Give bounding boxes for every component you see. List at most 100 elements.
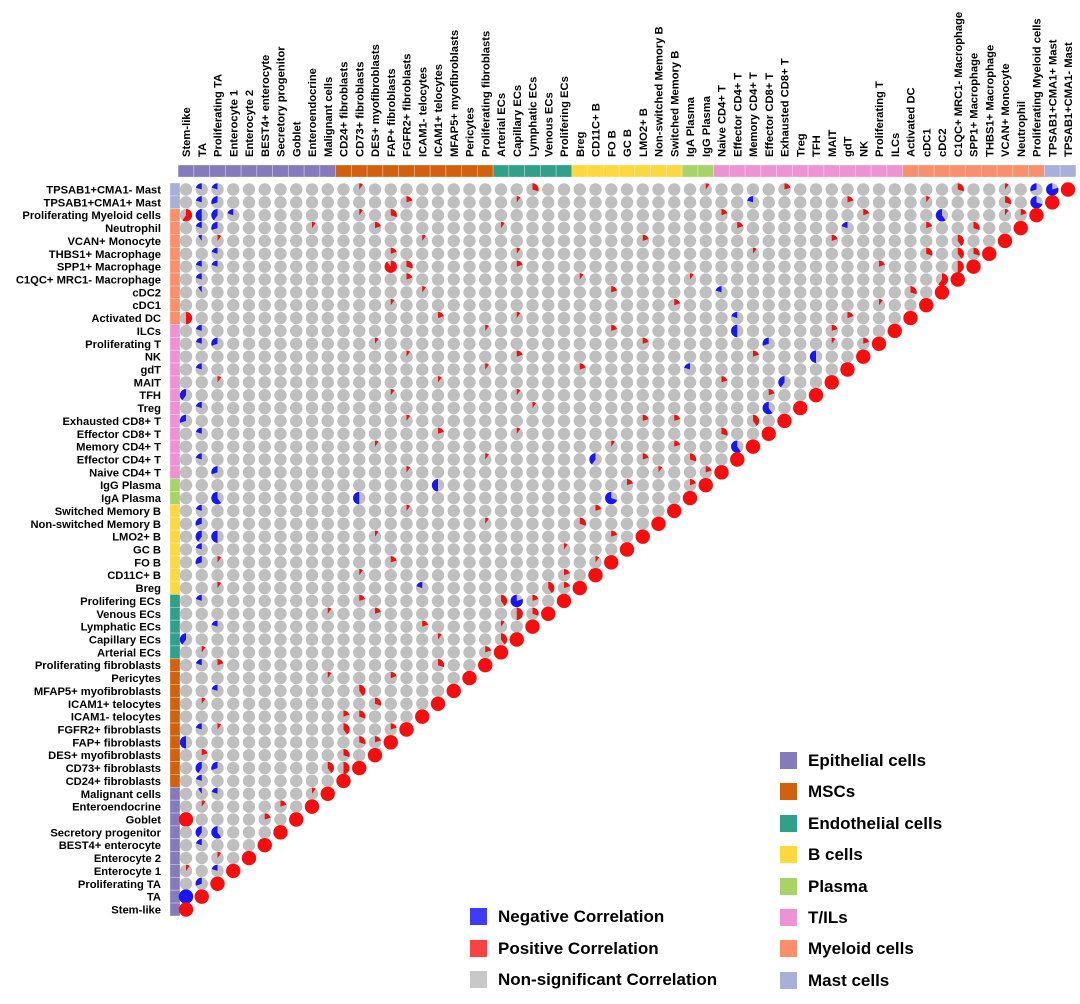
matrix-cell (557, 234, 571, 248)
matrix-cell (242, 710, 256, 723)
matrix-cell (353, 196, 366, 209)
matrix-cell (290, 311, 303, 325)
matrix-cell (809, 311, 823, 325)
matrix-cell (290, 286, 303, 299)
matrix-cell (494, 299, 508, 312)
matrix-cell (447, 247, 460, 260)
matrix-cell (258, 324, 271, 338)
matrix-cell (652, 363, 665, 376)
matrix-cell-wedge (705, 183, 710, 190)
matrix-cell (526, 453, 539, 466)
matrix-cell (652, 247, 665, 260)
matrix-cell (494, 440, 508, 453)
matrix-cell (274, 479, 287, 492)
matrix-cell (227, 569, 240, 582)
matrix-cell (274, 543, 287, 556)
matrix-cell (573, 183, 586, 196)
matrix-cell-wedge (674, 440, 681, 447)
matrix-cell-wedge (198, 286, 202, 293)
matrix-cell (195, 671, 208, 685)
matrix-cell (589, 517, 602, 530)
matrix-cell (557, 491, 571, 505)
matrix-cell (368, 209, 382, 222)
matrix-cell (353, 517, 366, 530)
matrix-cell (400, 299, 413, 312)
matrix-cell (416, 273, 429, 286)
matrix-cell (242, 517, 256, 530)
matrix-cell (636, 273, 649, 286)
diagonal-cell (950, 272, 965, 287)
matrix-cell (463, 247, 476, 260)
top-group-bar-segment (429, 164, 447, 178)
matrix-cell (211, 363, 224, 376)
left-group-bar-segment (169, 851, 181, 865)
diagonal-cell (1013, 220, 1028, 236)
diagonal-cell (399, 722, 414, 737)
b-cells-swatch (780, 846, 797, 864)
left-group-bar-segment (169, 812, 181, 827)
matrix-cell (431, 594, 445, 608)
row-label: Effector CD8+ T (77, 429, 161, 441)
matrix-cell (526, 337, 539, 350)
matrix-cell (242, 826, 256, 839)
column-label: NK (858, 141, 870, 157)
top-group-bar-segment (870, 164, 888, 178)
row-label: Effector CD4+ T (77, 454, 161, 466)
left-group-bar-segment (169, 876, 181, 891)
matrix-cell (274, 761, 287, 775)
matrix-cell (179, 749, 193, 762)
matrix-cell (935, 234, 949, 248)
matrix-cell (400, 363, 413, 376)
matrix-cell (888, 247, 901, 260)
top-group-bar-segment (287, 164, 305, 178)
matrix-cell (431, 389, 445, 402)
matrix-cell (321, 414, 334, 428)
matrix-cell (731, 427, 744, 440)
matrix-cell (447, 671, 460, 685)
matrix-cell (463, 337, 476, 350)
matrix-cell-wedge (926, 196, 930, 203)
matrix-cell (274, 286, 287, 299)
matrix-cell (368, 491, 382, 505)
matrix-cell (242, 440, 256, 453)
matrix-cell (479, 427, 492, 440)
matrix-cell (479, 389, 492, 402)
matrix-cell (904, 299, 917, 312)
matrix-cell (778, 221, 791, 235)
matrix-cell (494, 453, 508, 466)
matrix-cell (384, 376, 397, 389)
matrix-cell (431, 299, 445, 312)
matrix-cell (211, 299, 224, 312)
matrix-cell (573, 234, 586, 248)
matrix-cell-wedge (280, 800, 287, 807)
matrix-cell (305, 234, 319, 248)
matrix-cell (368, 183, 382, 196)
top-group-bar-segment (508, 164, 526, 178)
matrix-cell (321, 183, 334, 196)
matrix-cell (431, 234, 445, 248)
matrix-cell (778, 350, 791, 363)
matrix-cell (384, 659, 397, 672)
matrix-cell (242, 414, 256, 428)
matrix-cell (211, 401, 224, 415)
top-group-bar-segment (193, 164, 211, 178)
matrix-cell (794, 183, 807, 196)
matrix-cell (400, 183, 413, 196)
matrix-cell-wedge (201, 697, 206, 704)
matrix-cell (179, 504, 193, 518)
matrix-cell (179, 363, 193, 376)
matrix-cell (368, 671, 382, 685)
matrix-cell (274, 453, 287, 466)
matrix-cell (463, 479, 476, 492)
matrix-cell-wedge (195, 273, 202, 280)
matrix-cell (258, 646, 271, 659)
row-label: Breg (136, 583, 162, 595)
matrix-cell (731, 209, 744, 222)
top-group-bar-segment (335, 164, 352, 178)
nonsignificant-correlation-swatch (470, 971, 487, 988)
matrix-cell (542, 389, 555, 402)
matrix-cell (605, 389, 618, 402)
matrix-cell (179, 479, 193, 492)
diagonal-cell (777, 413, 792, 429)
matrix-cell (368, 556, 382, 569)
